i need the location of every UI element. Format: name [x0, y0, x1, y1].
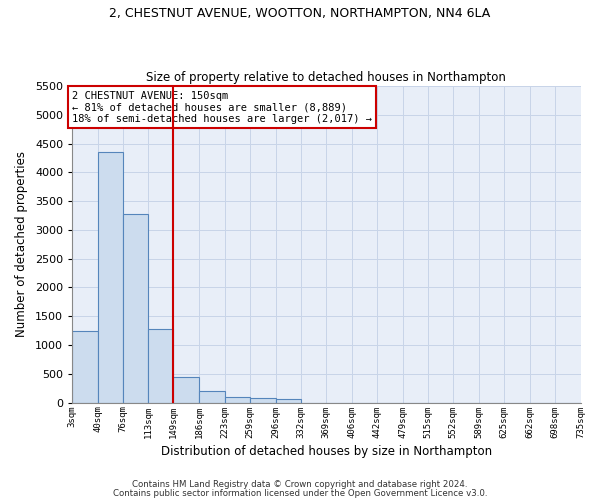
Bar	[123, 214, 148, 402]
Bar	[148, 329, 173, 402]
Bar	[98, 152, 123, 403]
Text: Contains public sector information licensed under the Open Government Licence v3: Contains public sector information licen…	[113, 489, 487, 498]
Bar	[225, 397, 250, 402]
Bar	[250, 398, 275, 402]
Text: Contains HM Land Registry data © Crown copyright and database right 2024.: Contains HM Land Registry data © Crown c…	[132, 480, 468, 489]
Text: 2, CHESTNUT AVENUE, WOOTTON, NORTHAMPTON, NN4 6LA: 2, CHESTNUT AVENUE, WOOTTON, NORTHAMPTON…	[109, 8, 491, 20]
Bar	[275, 400, 301, 402]
Y-axis label: Number of detached properties: Number of detached properties	[15, 152, 28, 338]
Bar	[199, 391, 225, 402]
X-axis label: Distribution of detached houses by size in Northampton: Distribution of detached houses by size …	[161, 444, 492, 458]
Text: 2 CHESTNUT AVENUE: 150sqm
← 81% of detached houses are smaller (8,889)
18% of se: 2 CHESTNUT AVENUE: 150sqm ← 81% of detac…	[72, 90, 372, 124]
Title: Size of property relative to detached houses in Northampton: Size of property relative to detached ho…	[146, 70, 506, 84]
Bar	[72, 330, 98, 402]
Bar	[173, 376, 199, 402]
